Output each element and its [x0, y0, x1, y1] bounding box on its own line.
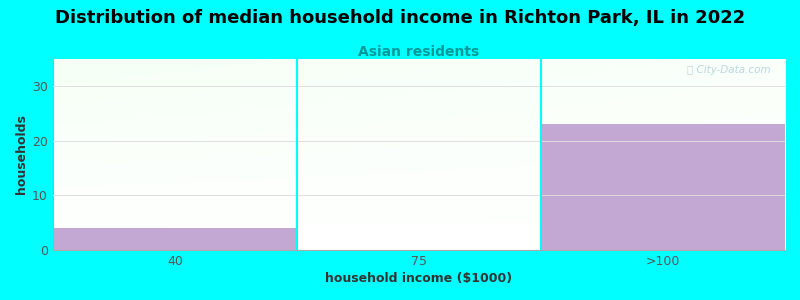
Bar: [541, 124, 785, 250]
Text: Distribution of median household income in Richton Park, IL in 2022: Distribution of median household income …: [55, 9, 745, 27]
Text: ⓘ City-Data.com: ⓘ City-Data.com: [686, 65, 770, 75]
X-axis label: household income ($1000): household income ($1000): [326, 272, 513, 285]
Y-axis label: households: households: [15, 115, 28, 194]
Bar: [53, 228, 297, 250]
Title: Asian residents: Asian residents: [358, 45, 479, 59]
